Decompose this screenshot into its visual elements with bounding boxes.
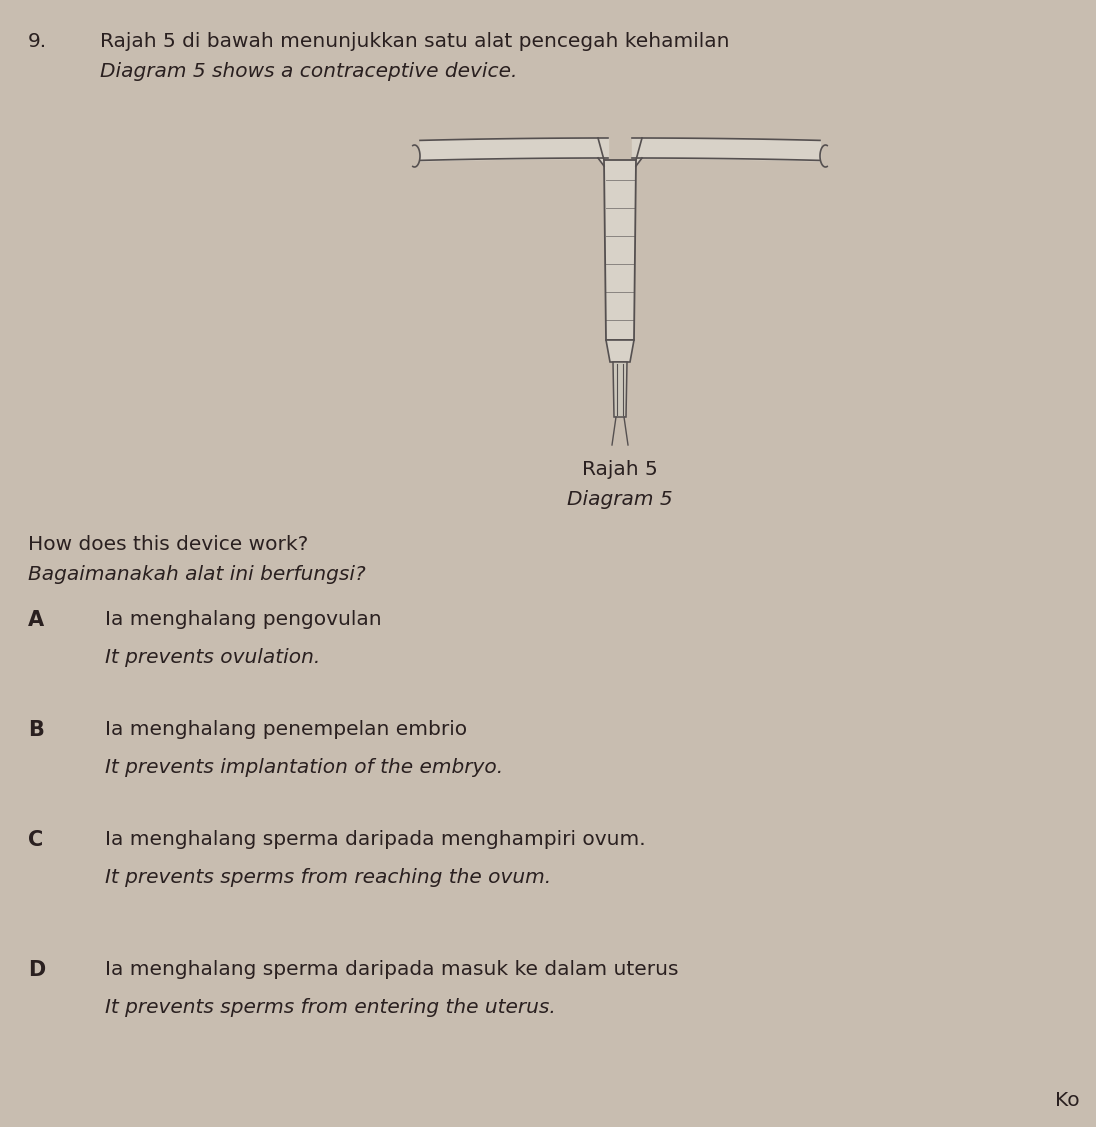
Text: A: A	[28, 610, 44, 630]
Text: Ia menghalang sperma daripada menghampiri ovum.: Ia menghalang sperma daripada menghampir…	[105, 829, 646, 849]
Text: Ia menghalang penempelan embrio: Ia menghalang penempelan embrio	[105, 720, 467, 739]
Polygon shape	[598, 137, 604, 165]
Polygon shape	[604, 160, 636, 340]
Text: Rajah 5 di bawah menunjukkan satu alat pencegah kehamilan: Rajah 5 di bawah menunjukkan satu alat p…	[100, 32, 730, 51]
Text: Diagram 5: Diagram 5	[568, 490, 673, 509]
Polygon shape	[636, 137, 642, 165]
Text: Ia menghalang sperma daripada masuk ke dalam uterus: Ia menghalang sperma daripada masuk ke d…	[105, 960, 678, 979]
Text: It prevents implantation of the embryo.: It prevents implantation of the embryo.	[105, 758, 503, 777]
Text: Bagaimanakah alat ini berfungsi?: Bagaimanakah alat ini berfungsi?	[28, 565, 366, 584]
Text: D: D	[28, 960, 45, 980]
Text: It prevents ovulation.: It prevents ovulation.	[105, 648, 320, 667]
Text: C: C	[28, 829, 43, 850]
Text: Ia menghalang pengovulan: Ia menghalang pengovulan	[105, 610, 381, 629]
Text: 9.: 9.	[28, 32, 47, 51]
Text: Diagram 5 shows a contraceptive device.: Diagram 5 shows a contraceptive device.	[100, 62, 517, 81]
Text: Ko: Ko	[1055, 1091, 1080, 1110]
Polygon shape	[613, 362, 627, 417]
Polygon shape	[606, 340, 633, 362]
Text: How does this device work?: How does this device work?	[28, 535, 308, 554]
Text: B: B	[28, 720, 44, 740]
Text: Rajah 5: Rajah 5	[582, 460, 658, 479]
Text: It prevents sperms from reaching the ovum.: It prevents sperms from reaching the ovu…	[105, 868, 551, 887]
Text: It prevents sperms from entering the uterus.: It prevents sperms from entering the ute…	[105, 999, 556, 1017]
